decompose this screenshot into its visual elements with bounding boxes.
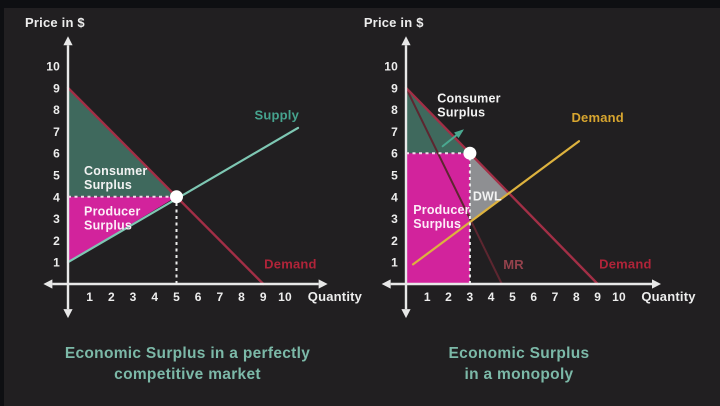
x-tick-10: 10	[612, 290, 626, 304]
x-tick-7: 7	[552, 290, 559, 304]
x-tick-4: 4	[488, 290, 495, 304]
y-tick-7: 7	[53, 125, 60, 139]
price-axis-label: Price in $	[364, 15, 424, 30]
x-tick-7: 7	[216, 290, 223, 304]
axis-arrow-right	[652, 279, 662, 289]
deadweight-loss-region	[469, 153, 509, 222]
competitive-market-chart: 1 2 3 4 5 6 7 8 9 10 1 2 3 4 5 6 7 8 9 10 Price in $ Quantity…	[0, 8, 363, 343]
demand-label: Demand	[264, 256, 317, 271]
y-tick-2: 2	[391, 234, 398, 248]
y-tick-1: 1	[53, 256, 60, 270]
supply-line	[66, 126, 300, 264]
axis-arrow-right	[318, 279, 328, 289]
y-tick-8: 8	[53, 103, 60, 117]
demand-label-yellow: Demand	[571, 110, 624, 125]
y-tick-9: 9	[391, 81, 398, 95]
x-tick-5: 5	[173, 290, 180, 304]
axis-arrow-up	[63, 36, 73, 46]
monopoly-chart: 1 2 3 4 5 6 7 8 9 10 1 2 3 4 5 6 7 8 9 10 Price in $ Quantity…	[360, 8, 720, 343]
consumer-surplus-label: Surplus	[84, 178, 132, 192]
equilibrium-point	[170, 190, 183, 204]
consumer-surplus-label: Consumer	[437, 92, 500, 106]
y-tick-1: 1	[391, 256, 398, 270]
y-tick-5: 5	[53, 169, 60, 183]
demand-label: Demand	[599, 256, 652, 271]
price-axis-label: Price in $	[25, 15, 85, 30]
demand-line	[404, 86, 599, 286]
y-tick-2: 2	[53, 234, 60, 248]
x-tick-6: 6	[530, 290, 537, 304]
supply-label: Supply	[254, 107, 299, 122]
demand-line	[66, 86, 265, 286]
y-tick-10: 10	[46, 60, 60, 74]
producer-surplus-label: Producer	[84, 204, 140, 218]
x-tick-8: 8	[573, 290, 580, 304]
y-tick-6: 6	[53, 147, 60, 161]
axis-arrow-down	[401, 309, 411, 319]
x-tick-2: 2	[445, 290, 452, 304]
caption-line: in a monopoly	[464, 366, 574, 383]
x-tick-2: 2	[108, 290, 115, 304]
x-tick-3: 3	[466, 290, 473, 304]
monopoly-caption: Economic Surplus in a monopoly	[414, 343, 624, 385]
y-tick-3: 3	[391, 212, 398, 226]
y-tick-9: 9	[53, 81, 60, 95]
x-tick-5: 5	[509, 290, 516, 304]
x-tick-9: 9	[594, 290, 601, 304]
x-tick-10: 10	[278, 290, 292, 304]
caption-line: competitive market	[114, 366, 261, 383]
axis-arrow-up	[401, 36, 411, 46]
mr-label: MR	[503, 257, 524, 272]
y-tick-8: 8	[391, 103, 398, 117]
x-tick-3: 3	[130, 290, 137, 304]
x-tick-1: 1	[424, 290, 431, 304]
y-tick-4: 4	[53, 190, 60, 204]
producer-surplus-label: Producer	[413, 203, 469, 217]
marginal-cost-line	[411, 140, 581, 266]
consumer-surplus-label: Consumer	[84, 164, 147, 178]
y-tick-4: 4	[391, 190, 398, 204]
caption-line: Economic Surplus	[448, 345, 590, 362]
y-tick-6: 6	[391, 147, 398, 161]
monopoly-price-point	[463, 146, 477, 160]
caption-line: Economic Surplus in a perfectly	[64, 345, 311, 362]
x-tick-1: 1	[86, 290, 93, 304]
producer-surplus-label: Surplus	[84, 218, 132, 232]
x-tick-4: 4	[151, 290, 158, 304]
dwl-label: DWL	[473, 190, 502, 204]
quantity-axis-label: Quantity	[308, 289, 363, 304]
y-tick-5: 5	[391, 169, 398, 183]
y-tick-7: 7	[391, 125, 398, 139]
y-tick-10: 10	[384, 60, 398, 74]
axis-arrow-left	[43, 279, 53, 289]
competitive-market-caption: Economic Surplus in a perfectly competit…	[25, 343, 350, 385]
axis-arrow-left	[381, 279, 391, 289]
x-tick-6: 6	[195, 290, 202, 304]
quantity-axis-label: Quantity	[641, 289, 696, 304]
producer-surplus-label: Surplus	[413, 217, 461, 231]
letterbox-left	[0, 0, 4, 406]
axis-arrow-down	[63, 309, 73, 319]
x-tick-9: 9	[260, 290, 267, 304]
annotation-arrow-head-icon	[454, 129, 464, 139]
letterbox-top	[0, 0, 720, 8]
consumer-surplus-label: Surplus	[437, 106, 485, 120]
x-tick-8: 8	[238, 290, 245, 304]
marginal-revenue-line	[405, 86, 503, 285]
y-tick-3: 3	[53, 212, 60, 226]
